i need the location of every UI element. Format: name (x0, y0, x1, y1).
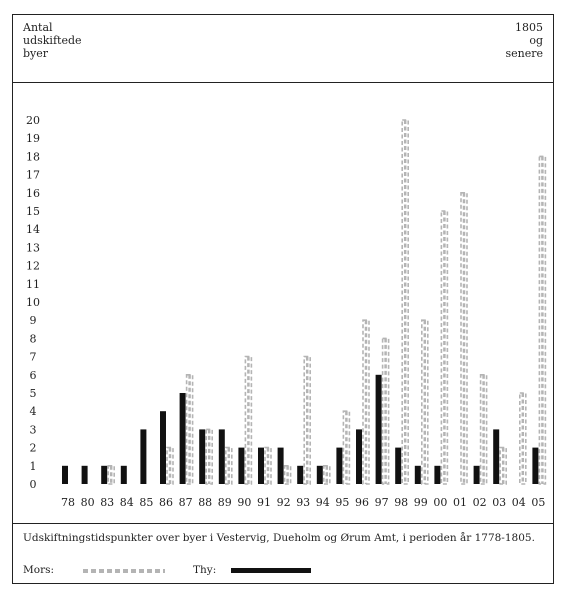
chart-caption: Udskiftningstidspunkter over byer i Vest… (23, 532, 535, 544)
bar-thy (120, 465, 127, 484)
legend-swatch-mors (83, 569, 165, 573)
x-tick-label: 01 (453, 496, 467, 509)
bar-thy (140, 429, 147, 484)
bar-thy (395, 447, 402, 484)
y-tick-label: 16 (26, 187, 40, 200)
bar-thy (238, 447, 245, 484)
bar-thy (160, 411, 166, 484)
x-tick-label: 84 (120, 496, 134, 509)
x-tick-label: 05 (531, 496, 545, 509)
y-tick-label: 4 (30, 405, 37, 418)
legend-swatch-thy (231, 568, 311, 573)
x-tick-label: 97 (375, 496, 389, 509)
x-tick-label: 92 (277, 496, 291, 509)
bar-mors (303, 355, 312, 485)
plot-area: 0 1 2 3 4 5 6 7 8 9 10 11 12 13 14 15 16 17 18 19 20 78 80 83 84… (13, 83, 553, 525)
x-tick-label: 04 (512, 496, 526, 509)
bar-thy (316, 465, 323, 484)
x-tick-label: 02 (473, 496, 487, 509)
x-tick-label: 03 (492, 496, 506, 509)
y-tick-label: 6 (30, 369, 37, 382)
bar-mors (225, 446, 233, 485)
x-tick-label: 88 (198, 496, 212, 509)
y-tick-label: 9 (30, 314, 37, 327)
y-tick-label: 13 (26, 241, 40, 254)
bar-thy (356, 429, 362, 484)
x-tick-label: 89 (218, 496, 232, 509)
y-tick-label: 2 (30, 442, 37, 455)
bar-thy (375, 374, 382, 484)
bar-thy (532, 447, 539, 484)
legend-label-thy: Thy: (193, 564, 217, 576)
bar-thy (101, 465, 108, 484)
x-tick-label: 85 (139, 496, 153, 509)
y-tick-label: 17 (26, 169, 40, 182)
y-tick-label: 3 (30, 423, 37, 436)
y-tick-label: 8 (30, 332, 37, 345)
bar-thy (258, 447, 264, 484)
x-tick-label: 78 (61, 496, 75, 509)
x-tick-label: 95 (335, 496, 349, 509)
y-tick-label: 5 (30, 387, 37, 400)
x-tick-label: 93 (296, 496, 310, 509)
y-axis-label: Antal udskiftede byer (23, 21, 82, 60)
x-tick-label: 91 (257, 496, 271, 509)
bar-mors (499, 446, 508, 485)
bar-mors (166, 446, 174, 485)
year-note: 1805 og senere (505, 21, 543, 60)
x-tick-label: 99 (414, 496, 428, 509)
bar-thy (473, 465, 480, 484)
bar-thy (336, 447, 343, 484)
y-tick-label: 14 (26, 223, 40, 236)
bar-thy (179, 393, 186, 484)
y-tick-label: 15 (26, 205, 40, 218)
chart-header: Antal udskiftede byer 1805 og senere (13, 15, 553, 83)
y-tick-label: 20 (26, 114, 40, 127)
bar-thy (493, 429, 500, 484)
x-tick-label: 83 (100, 496, 114, 509)
y-tick-label: 11 (26, 278, 40, 291)
chart-footer: Udskiftningstidspunkter over byer i Vest… (13, 523, 553, 583)
bar-mors (244, 355, 253, 485)
y-tick-label: 18 (26, 150, 40, 163)
x-tick-label: 86 (159, 496, 173, 509)
x-tick-label: 87 (179, 496, 193, 509)
y-tick-label: 12 (26, 260, 40, 273)
bar-thy (277, 447, 284, 484)
bar-mors (264, 446, 272, 485)
y-tick-label: 10 (26, 296, 40, 309)
x-tick-label: 80 (81, 496, 95, 509)
bar-thy (297, 465, 304, 484)
bar-thy (81, 465, 88, 484)
bar-thy (434, 465, 441, 484)
x-tick-label: 96 (355, 496, 369, 509)
y-tick-label: 0 (30, 478, 37, 491)
bar-thy (414, 465, 421, 484)
y-tick-label: 19 (26, 132, 40, 145)
bar-thy (199, 429, 206, 484)
legend-label-mors: Mors: (23, 564, 55, 576)
bar-thy (218, 429, 225, 484)
y-tick-label: 1 (30, 460, 37, 473)
x-tick-label: 98 (394, 496, 408, 509)
bar-thy (62, 465, 68, 484)
x-tick-label: 00 (433, 496, 447, 509)
y-tick-label: 7 (30, 351, 37, 364)
x-tick-label: 90 (237, 496, 251, 509)
bar-mors (538, 155, 547, 485)
x-tick-label: 94 (316, 496, 330, 509)
